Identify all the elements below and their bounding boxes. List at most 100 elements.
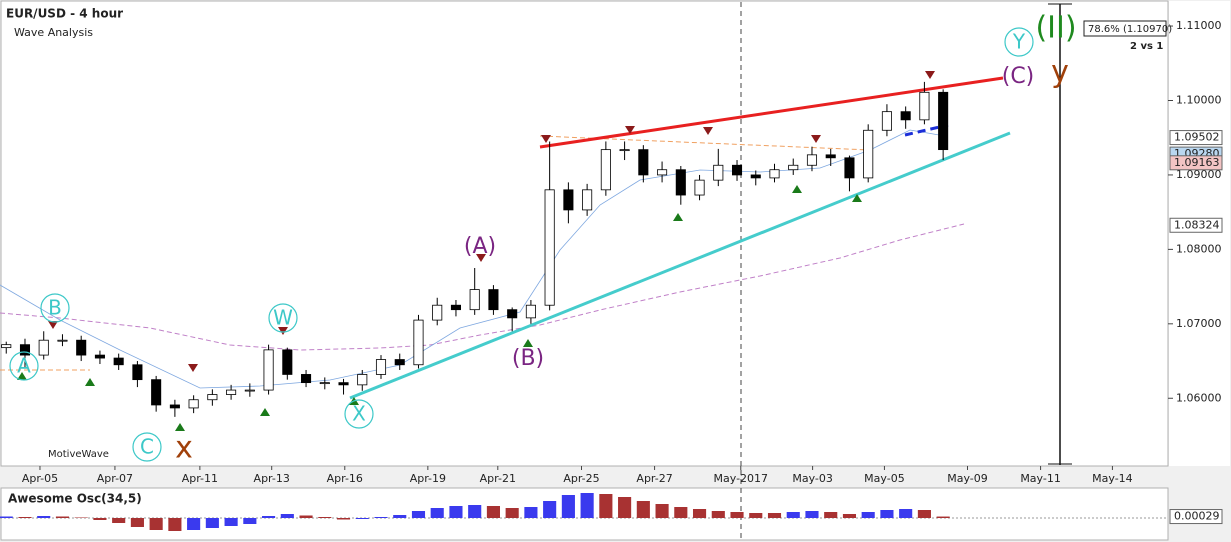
oscillator-bar — [374, 517, 388, 518]
oscillator-bar — [786, 512, 800, 518]
x-tick-label: May-2017 — [714, 472, 769, 485]
pivot-high — [703, 127, 713, 135]
pivot-high — [476, 254, 486, 262]
oscillator-bar — [842, 514, 857, 518]
oscillator-bar — [280, 514, 294, 518]
candle-body — [169, 404, 180, 409]
y-tick-label: 1.06000 — [1176, 391, 1222, 404]
x-tick-label: Apr-27 — [636, 472, 672, 485]
pivot-low — [85, 378, 95, 386]
oscillator-bar — [505, 508, 519, 518]
pivot-high — [811, 135, 821, 143]
oscillator-bar — [430, 508, 444, 518]
candle-body — [151, 379, 162, 406]
candle-body — [394, 359, 405, 366]
watermark: MotiveWave — [48, 449, 109, 460]
price-marker-label: 1.09163 — [1174, 156, 1220, 169]
candle-body — [57, 339, 68, 342]
oscillator-bar — [730, 512, 744, 518]
pivot-high — [541, 135, 551, 143]
candle-body — [638, 149, 649, 176]
oscillator-bar — [824, 512, 838, 518]
candle-body — [413, 319, 424, 366]
candle-body — [900, 111, 911, 121]
y-tick-label: 1.08000 — [1176, 242, 1222, 255]
candle-body — [919, 91, 930, 121]
candle-body — [544, 189, 555, 306]
oscillator-bar — [468, 505, 482, 518]
wave-label: (II) — [1035, 11, 1076, 46]
candle-body — [731, 164, 743, 176]
moving-average-fast — [0, 129, 946, 389]
oscillator-bar — [692, 509, 707, 518]
candle-body — [806, 154, 818, 166]
pivot-high — [188, 364, 198, 372]
pivot-low — [523, 339, 533, 347]
pivot-high — [48, 321, 58, 329]
candle-body — [132, 364, 143, 381]
oscillator-bar — [899, 509, 913, 518]
x-tick-label: Apr-11 — [182, 472, 218, 485]
overlays — [0, 76, 1011, 400]
pivot-high — [625, 126, 635, 134]
resistance-line — [539, 76, 1004, 149]
oscillator-bar — [449, 506, 463, 518]
candle-body — [525, 304, 536, 319]
x-tick-label: Apr-16 — [327, 472, 363, 485]
candle-body — [38, 339, 49, 356]
candle-body — [301, 374, 312, 384]
candle-body — [713, 164, 724, 181]
candle-body — [881, 111, 892, 131]
oscillator-bar — [749, 513, 763, 518]
candle-body — [844, 157, 855, 179]
y-tick-label: 1.09000 — [1176, 168, 1222, 181]
candle-body — [750, 174, 761, 179]
candle-body — [1, 344, 12, 349]
oscillator-bar — [711, 511, 725, 518]
oscillator-bar — [636, 501, 650, 518]
candle-body — [469, 289, 480, 311]
candle-body — [507, 309, 518, 319]
price-marker-label: 1.09502 — [1174, 131, 1220, 144]
oscillator-bar — [224, 518, 238, 526]
oscillator-bar — [393, 515, 407, 518]
oscillator-bar — [336, 518, 351, 520]
oscillator-bar — [580, 493, 594, 518]
oscillator-bar — [411, 511, 426, 518]
candle-body — [619, 149, 630, 152]
x-tick-label: May-14 — [1092, 472, 1133, 485]
candle-body — [338, 382, 349, 386]
candle-body — [863, 129, 874, 179]
pivot-low — [17, 372, 27, 380]
oscillator-bar — [936, 516, 950, 518]
candle-body — [788, 164, 799, 171]
oscillator-bar — [543, 501, 557, 518]
oscillator-bar — [599, 494, 613, 518]
wave-label: X — [352, 402, 366, 426]
oscillator-bar — [355, 518, 369, 519]
oscillator-bar — [55, 516, 70, 518]
wave-label: (B) — [512, 346, 544, 371]
oscillator-bar — [299, 515, 313, 518]
support-line — [349, 131, 1011, 400]
wave-label: x — [175, 431, 193, 466]
count-label: 2 vs 1 — [1130, 41, 1163, 52]
oscillator-bar — [187, 518, 201, 530]
pivot-low — [852, 194, 862, 202]
x-tick-label: Apr-05 — [22, 472, 58, 485]
price-marker-label: 1.08324 — [1174, 218, 1220, 231]
plot-area — [0, 0, 1169, 467]
oscillator-bar — [561, 495, 575, 518]
pivot-high — [925, 71, 935, 79]
candle-body — [113, 357, 124, 366]
oscillator-bar — [0, 516, 13, 518]
wave-label: A — [17, 354, 31, 378]
oscillator-bar — [880, 510, 894, 518]
price-marker — [1169, 130, 1223, 146]
fib-label: 78.6% (1.10970) — [1088, 24, 1172, 35]
price-marker — [1169, 217, 1223, 233]
pivot-low — [673, 213, 683, 221]
candle-body — [319, 382, 330, 385]
